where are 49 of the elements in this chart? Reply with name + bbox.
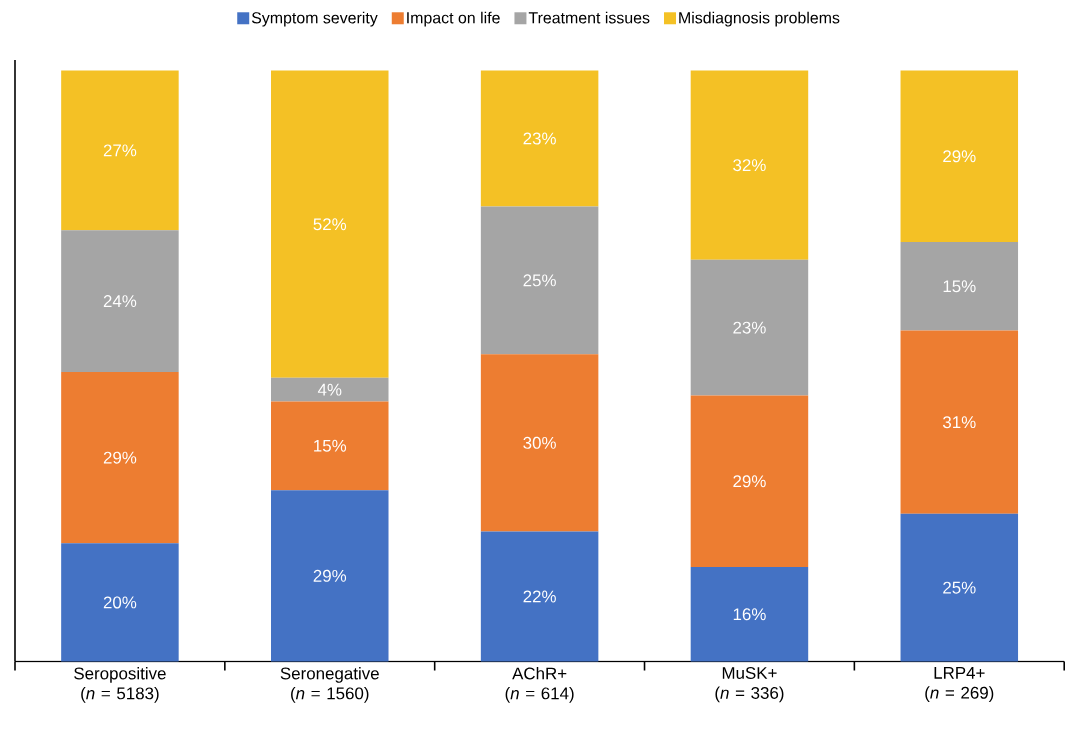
bar	[480, 354, 599, 532]
data-label: 27%	[103, 144, 137, 157]
bar	[900, 330, 1019, 514]
data-label: 30%	[523, 436, 556, 449]
bar	[271, 489, 389, 662]
data-label: 4%	[317, 383, 342, 396]
data-label: 25%	[523, 274, 556, 287]
data-label: 22%	[523, 590, 556, 603]
legend-label: Misdiagnosis problems	[679, 11, 840, 27]
bar	[271, 377, 389, 402]
legend-label: Treatment issues	[528, 11, 650, 24]
data-label: 32%	[733, 158, 766, 171]
data-label: 29%	[313, 569, 347, 582]
data-label: 29%	[733, 475, 766, 488]
bar	[900, 513, 1019, 662]
bar	[690, 395, 809, 567]
x-tick-label: MuSK+ (n = 336)	[715, 666, 784, 703]
bar	[690, 566, 809, 662]
bar	[61, 543, 179, 662]
data-label: 15%	[314, 439, 347, 452]
bar	[900, 70, 1019, 242]
x-tick-label: LRP4+ (n = 269)	[925, 666, 994, 702]
data-label: 16%	[733, 608, 766, 621]
bar	[480, 70, 599, 207]
data-label: 29%	[943, 150, 976, 163]
data-label: 24%	[103, 294, 137, 307]
bar	[690, 70, 809, 260]
data-label: 20%	[103, 596, 137, 609]
bar	[690, 259, 809, 396]
x-tick-label: AChR+ (n = 614)	[505, 666, 574, 703]
bar	[480, 531, 599, 662]
bar	[271, 70, 389, 378]
data-label: 15%	[943, 280, 976, 293]
data-label: 23%	[523, 132, 556, 145]
data-label: 31%	[943, 415, 976, 428]
legend-label: Impact on life	[407, 11, 500, 27]
bar	[61, 371, 179, 544]
data-label: 29%	[103, 451, 137, 464]
legend-label: Symptom severity	[251, 11, 378, 27]
data-label: 23%	[733, 321, 766, 334]
bar	[271, 401, 389, 490]
x-tick-label: Seronegative (n = 1560)	[280, 666, 379, 703]
bar	[480, 206, 599, 355]
data-label: 25%	[943, 581, 976, 594]
bar	[61, 229, 179, 372]
bar	[900, 241, 1019, 331]
x-tick-label: Seropositive (n = 5183)	[74, 666, 166, 703]
data-label: 52%	[313, 218, 347, 230]
bar	[61, 70, 179, 230]
